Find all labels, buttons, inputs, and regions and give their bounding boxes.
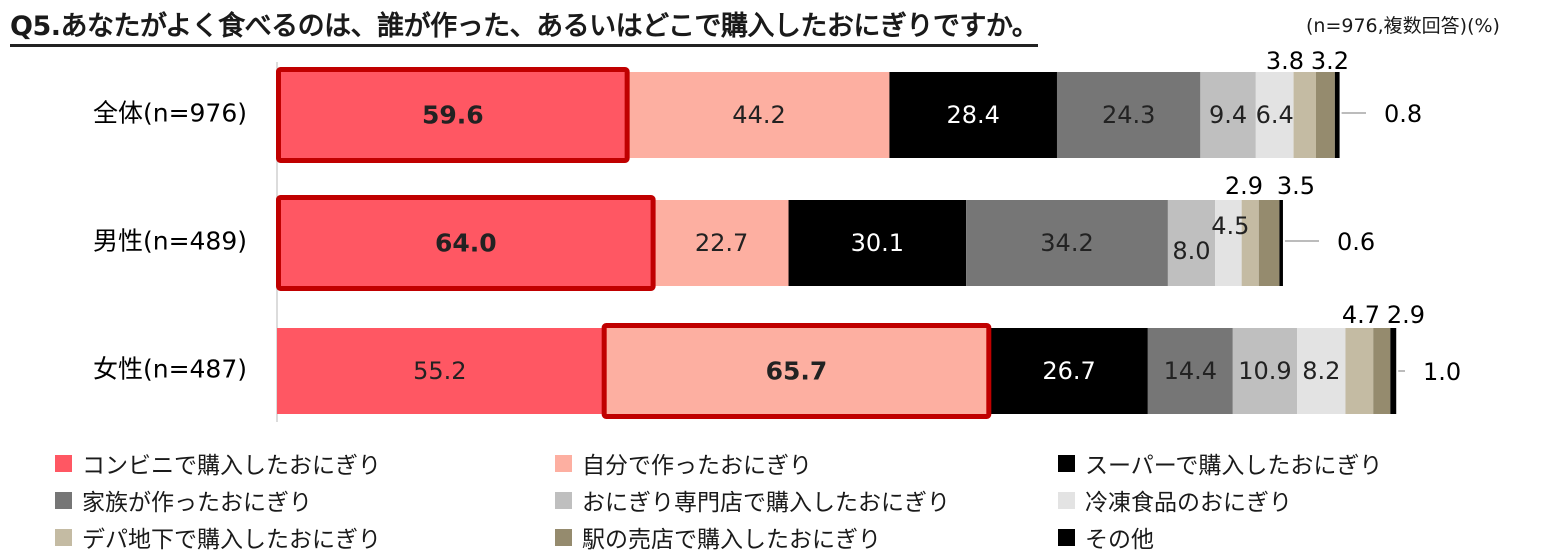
legend-label: その他 — [1085, 527, 1154, 553]
data-label: 4.7 — [1342, 301, 1380, 329]
data-label: 65.7 — [766, 357, 828, 386]
bar-segment — [1241, 200, 1259, 286]
bar-segment — [889, 72, 1057, 158]
legend-item: その他 — [1058, 522, 1154, 553]
data-label: 10.9 — [1238, 357, 1291, 385]
bar-segment — [1293, 72, 1316, 158]
legend-item: 冷凍食品のおにぎり — [1058, 485, 1292, 516]
legend-label: 駅の売店で購入したおにぎり — [582, 527, 881, 553]
legend-label: 家族が作ったおにぎり — [82, 490, 312, 516]
data-label: 26.7 — [1042, 357, 1095, 385]
data-label: 34.2 — [1040, 229, 1093, 257]
bar-segment — [1345, 328, 1374, 414]
category-label-1: 男性(n=489) — [93, 227, 247, 256]
data-label: 64.0 — [435, 229, 497, 258]
bar-segment — [1232, 328, 1298, 414]
data-label: 22.7 — [695, 229, 748, 257]
data-label: 0.6 — [1337, 228, 1375, 256]
bar-segment — [788, 200, 967, 286]
bar-segment — [990, 328, 1148, 414]
legend-swatch — [1058, 454, 1075, 472]
legend-label: デパ地下で購入したおにぎり — [82, 527, 381, 553]
bar-segment — [1334, 72, 1340, 158]
legend-label: おにぎり専門店で購入したおにぎり — [582, 490, 950, 516]
data-label: 14.4 — [1164, 357, 1217, 385]
data-label: 4.5 — [1211, 212, 1249, 240]
legend-label: 冷凍食品のおにぎり — [1085, 490, 1292, 516]
highlight-box — [601, 323, 992, 419]
bar-segment — [1390, 328, 1397, 414]
data-label: 2.9 — [1387, 301, 1425, 329]
bar-segment — [1258, 200, 1280, 286]
legend-item: 駅の売店で購入したおにぎり — [555, 522, 881, 553]
legend-item: コンビニで購入したおにぎり — [55, 448, 381, 479]
highlight-box — [276, 195, 656, 291]
legend-swatch — [555, 528, 572, 546]
data-label: 3.2 — [1311, 47, 1349, 75]
bar-segment — [1373, 328, 1391, 414]
bar-segment — [277, 72, 629, 158]
bar-segment — [602, 328, 991, 414]
data-label: 3.8 — [1266, 47, 1304, 75]
legend-swatch — [555, 454, 572, 472]
data-label: 0.8 — [1384, 100, 1422, 128]
data-label: 8.2 — [1302, 357, 1340, 385]
legend-item: 家族が作ったおにぎり — [55, 485, 312, 516]
legend-item: デパ地下で購入したおにぎり — [55, 522, 381, 553]
bar-segment — [966, 200, 1168, 286]
category-label-0: 全体(n=976) — [93, 99, 247, 128]
bar-segment — [654, 200, 789, 286]
data-label: 24.3 — [1102, 101, 1155, 129]
legend-swatch — [55, 491, 72, 509]
legend-item: 自分で作ったおにぎり — [555, 448, 812, 479]
bar-segment — [1200, 72, 1256, 158]
bar-segment — [1167, 200, 1216, 286]
bar-segment — [628, 72, 890, 158]
legend-label: コンビニで購入したおにぎり — [82, 453, 381, 479]
chart-title: Q5.あなたがよく食べるのは、誰が作った、あるいはどこで購入したおにぎりですか。 — [10, 4, 1039, 47]
bar-segment — [1056, 72, 1201, 158]
data-label: 3.5 — [1277, 172, 1315, 200]
data-label: 1.0 — [1423, 358, 1461, 386]
bar-segment — [277, 200, 655, 286]
legend-item: スーパーで購入したおにぎり — [1058, 448, 1383, 479]
bar-segment — [1215, 200, 1242, 286]
highlight-box — [276, 67, 630, 163]
bar-segment — [1279, 200, 1283, 286]
data-label: 2.9 — [1225, 172, 1263, 200]
data-label: 30.1 — [851, 229, 904, 257]
legend-swatch — [1058, 528, 1075, 546]
category-label-2: 女性(n=487) — [93, 355, 247, 384]
bar-segment — [277, 328, 603, 414]
legend-label: 自分で作ったおにぎり — [582, 453, 812, 479]
bar-segment — [1297, 328, 1346, 414]
legend-swatch — [55, 454, 72, 472]
data-label: 8.0 — [1172, 237, 1210, 265]
legend-item: おにぎり専門店で購入したおにぎり — [555, 485, 950, 516]
data-label: 55.2 — [413, 357, 466, 385]
data-label: 9.4 — [1209, 101, 1247, 129]
data-label: 6.4 — [1256, 101, 1294, 129]
legend-swatch — [55, 528, 72, 546]
legend-label: スーパーで購入したおにぎり — [1085, 453, 1383, 479]
data-label: 44.2 — [732, 101, 785, 129]
bar-segment — [1255, 72, 1294, 158]
bar-segment — [1315, 72, 1335, 158]
legend-swatch — [1058, 491, 1075, 509]
data-label: 59.6 — [422, 101, 484, 130]
chart-subtitle: (n=976,複数回答)(%) — [1306, 15, 1500, 37]
legend-swatch — [555, 491, 572, 509]
data-label: 28.4 — [946, 101, 999, 129]
bar-segment — [1147, 328, 1233, 414]
